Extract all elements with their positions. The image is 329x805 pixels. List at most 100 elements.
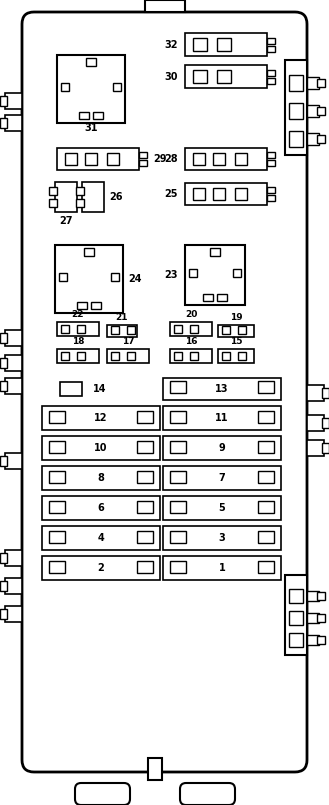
Bar <box>49 531 65 543</box>
Bar <box>307 77 319 89</box>
Bar <box>185 33 267 56</box>
Text: 7: 7 <box>219 473 225 483</box>
Text: 5: 5 <box>219 503 225 513</box>
Bar <box>61 352 69 360</box>
Bar <box>111 326 119 334</box>
Text: 30: 30 <box>164 72 178 82</box>
Text: 8: 8 <box>98 473 104 483</box>
Bar <box>213 153 225 165</box>
Bar <box>189 269 197 277</box>
Bar <box>137 411 153 423</box>
Bar <box>289 633 303 647</box>
Bar <box>111 352 119 360</box>
Bar <box>49 441 65 453</box>
Bar <box>42 496 160 520</box>
Bar <box>0 333 7 343</box>
Bar <box>258 411 274 423</box>
Text: 10: 10 <box>94 443 108 453</box>
Text: 2: 2 <box>98 563 104 573</box>
Text: 20: 20 <box>185 310 197 319</box>
Bar <box>49 187 57 195</box>
Bar <box>238 352 246 360</box>
Text: 24: 24 <box>128 274 141 284</box>
Bar <box>185 245 245 305</box>
Bar <box>85 153 97 165</box>
Bar <box>59 273 67 281</box>
Bar <box>163 406 281 430</box>
Bar <box>322 418 329 428</box>
Bar <box>0 456 7 466</box>
Bar <box>267 78 275 84</box>
Bar <box>77 325 85 333</box>
Bar <box>289 611 303 625</box>
Bar <box>49 561 65 573</box>
Bar <box>79 112 89 119</box>
Bar <box>139 160 147 166</box>
Bar <box>57 55 125 123</box>
Bar <box>289 131 303 147</box>
Bar <box>55 245 123 313</box>
Text: 32: 32 <box>164 40 178 50</box>
Bar <box>233 269 241 277</box>
Text: 17: 17 <box>122 337 134 346</box>
FancyBboxPatch shape <box>75 783 130 805</box>
Bar <box>163 436 281 460</box>
Bar <box>5 578 22 594</box>
Text: 3: 3 <box>219 533 225 543</box>
Bar <box>0 553 7 563</box>
Bar <box>307 105 319 117</box>
Bar <box>218 325 254 337</box>
Text: 22: 22 <box>72 310 84 319</box>
Bar <box>193 70 207 83</box>
Bar <box>163 496 281 520</box>
Bar <box>235 188 247 200</box>
Text: 29: 29 <box>153 154 166 164</box>
Bar <box>60 382 82 396</box>
Bar <box>86 58 96 66</box>
Text: 12: 12 <box>94 413 108 423</box>
Text: 21: 21 <box>116 313 128 322</box>
Bar <box>285 60 307 155</box>
Bar <box>322 388 329 398</box>
Text: 18: 18 <box>72 337 84 346</box>
Bar <box>55 182 77 212</box>
Bar <box>174 325 182 333</box>
Bar <box>65 153 77 165</box>
Bar <box>185 65 267 88</box>
Bar <box>258 561 274 573</box>
Bar <box>170 322 212 336</box>
FancyBboxPatch shape <box>22 12 307 772</box>
Bar <box>107 325 137 337</box>
Bar <box>193 153 205 165</box>
Bar <box>317 614 325 622</box>
Text: 31: 31 <box>84 123 98 133</box>
Bar <box>213 188 225 200</box>
Bar <box>111 273 119 281</box>
Bar <box>93 112 103 119</box>
Bar <box>57 322 99 336</box>
Bar <box>137 441 153 453</box>
Bar <box>267 195 275 201</box>
Bar <box>289 589 303 603</box>
Bar <box>163 556 281 580</box>
Bar <box>307 415 324 431</box>
Bar <box>5 330 22 346</box>
Bar <box>0 581 7 591</box>
Bar <box>61 325 69 333</box>
Bar <box>170 501 186 513</box>
Bar <box>217 70 231 83</box>
Bar <box>258 381 274 393</box>
Bar <box>267 46 275 52</box>
Text: 19: 19 <box>230 313 242 322</box>
Bar <box>91 302 101 309</box>
Text: 25: 25 <box>164 189 178 199</box>
Bar <box>163 378 281 400</box>
Bar <box>0 358 7 368</box>
Bar <box>317 79 325 87</box>
Text: 9: 9 <box>219 443 225 453</box>
Bar <box>5 93 22 109</box>
Bar <box>170 441 186 453</box>
Bar <box>170 381 186 393</box>
Bar <box>317 592 325 600</box>
Bar <box>42 526 160 550</box>
